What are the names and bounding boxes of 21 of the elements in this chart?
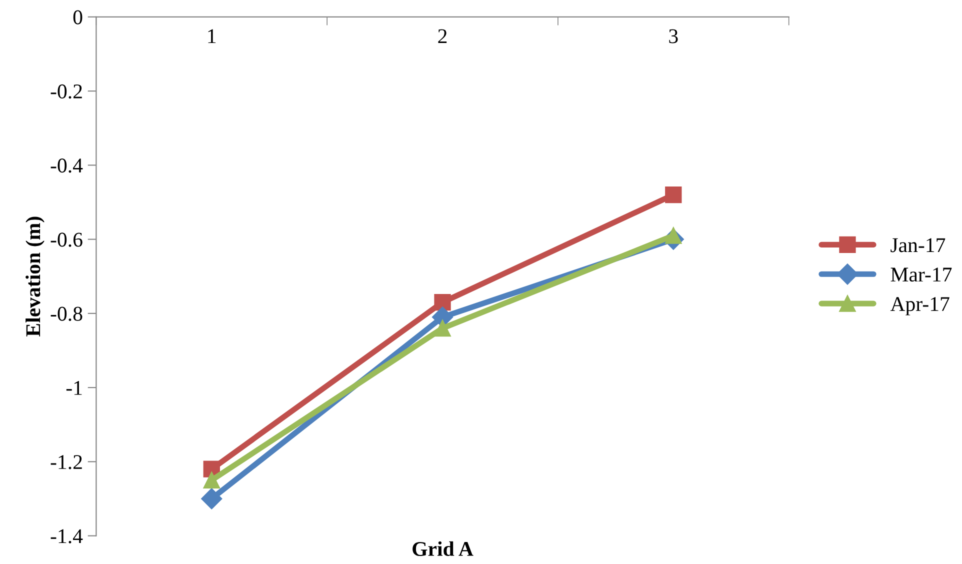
y-tick-label: -1 <box>66 381 82 395</box>
point <box>434 320 451 337</box>
legend-label: Mar-17 <box>890 268 952 282</box>
legend-label: Jan-17 <box>890 238 946 252</box>
legend-label: Apr-17 <box>890 297 950 316</box>
x-axis-title: Grid A <box>412 541 474 556</box>
point <box>201 488 222 510</box>
y-tick-label: -0.4 <box>50 158 83 173</box>
y-tick-label: 0 <box>73 10 82 24</box>
y-tick-label: -1.2 <box>50 455 82 470</box>
point <box>665 186 682 204</box>
y-tick-label: -0.6 <box>50 232 82 247</box>
x-tick-label: 2 <box>438 29 447 44</box>
y-tick-label: -0.2 <box>50 84 82 99</box>
point <box>434 294 451 311</box>
x-tick-label: 1 <box>208 29 216 44</box>
x-tick-label: 3 <box>669 29 678 44</box>
y-axis-title: Elevation (m) <box>26 216 44 336</box>
y-tick-label: -0.8 <box>50 306 82 321</box>
y-tick-label: -1.4 <box>50 529 83 544</box>
point <box>203 472 220 489</box>
